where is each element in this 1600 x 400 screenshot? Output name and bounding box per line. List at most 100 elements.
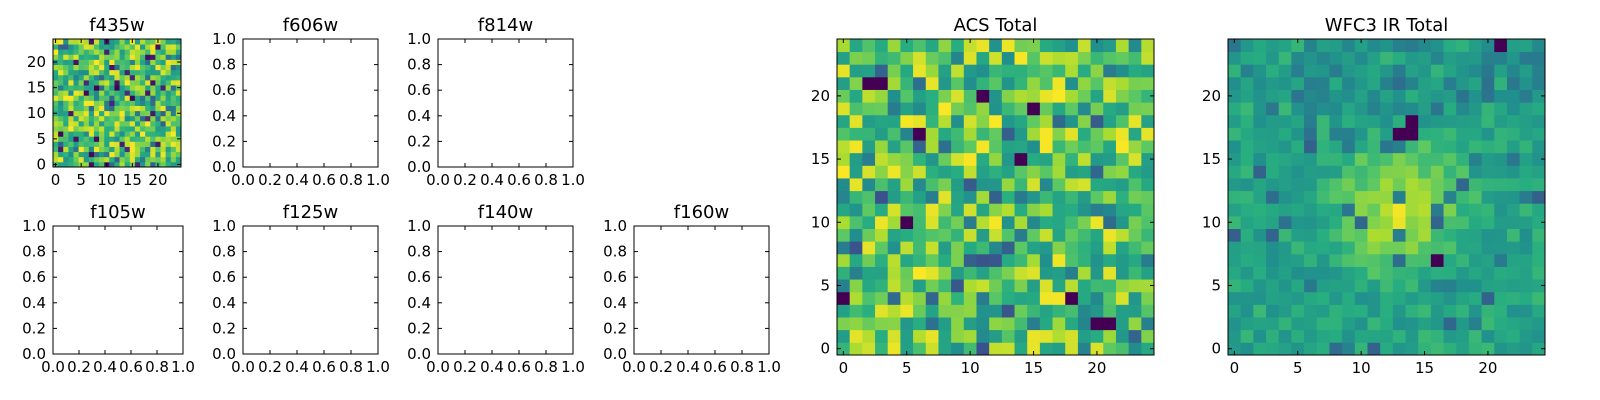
heatmap-cell xyxy=(1304,203,1318,217)
heatmap-cell xyxy=(1266,165,1280,179)
heatmap-cell xyxy=(175,151,182,158)
heatmap-cell xyxy=(976,64,990,78)
heatmap-cell xyxy=(989,152,1003,166)
heatmap-cell xyxy=(925,102,939,116)
heatmap-cell xyxy=(1532,178,1546,192)
heatmap-cell xyxy=(83,90,90,96)
heatmap-cell xyxy=(1291,165,1305,179)
heatmap-cell xyxy=(165,141,172,147)
heatmap-cell xyxy=(134,156,141,163)
heatmap-cell xyxy=(963,342,977,356)
heatmap-cell xyxy=(1304,241,1318,255)
heatmap-cell xyxy=(119,39,126,45)
heatmap-cell xyxy=(1354,203,1368,217)
heatmap-cell xyxy=(109,151,115,158)
heatmap-cell xyxy=(1039,279,1053,293)
heatmap-cell xyxy=(99,100,105,106)
heatmap-cell xyxy=(63,105,69,112)
heatmap-cell xyxy=(1291,178,1305,192)
heatmap-cell xyxy=(849,140,863,154)
heatmap-cell xyxy=(1430,342,1444,356)
heatmap-cell xyxy=(1141,317,1155,331)
heatmap-cell xyxy=(78,156,85,163)
heatmap-cell xyxy=(976,102,990,116)
heatmap-cell xyxy=(1405,241,1419,255)
heatmap-cell xyxy=(1141,76,1155,90)
heatmap-cell xyxy=(1253,64,1267,78)
heatmap-cell xyxy=(170,59,177,65)
heatmap-cell xyxy=(145,54,151,60)
heatmap-cell xyxy=(93,49,100,55)
heatmap-cell xyxy=(1443,178,1457,192)
heatmap-cell xyxy=(951,279,965,293)
y-tick-label: 20 xyxy=(811,87,830,105)
heatmap-cell xyxy=(134,161,141,168)
heatmap-cell xyxy=(134,64,141,71)
heatmap-cell xyxy=(1506,190,1521,204)
heatmap-cell xyxy=(976,228,990,242)
heatmap-cell xyxy=(124,95,131,101)
heatmap-cell xyxy=(1316,178,1330,192)
heatmap-cell xyxy=(93,126,100,132)
heatmap-cell xyxy=(99,161,105,168)
heatmap-cell xyxy=(1532,165,1546,179)
heatmap-cell xyxy=(1354,228,1368,242)
y-tick-label: 0 xyxy=(820,340,830,358)
heatmap-cell xyxy=(1405,317,1419,331)
heatmap-cell xyxy=(1115,102,1130,116)
heatmap-cell xyxy=(73,156,79,163)
heatmap-cell xyxy=(1468,165,1482,179)
heatmap-cell xyxy=(1519,266,1533,280)
heatmap-cell xyxy=(1052,215,1066,229)
heatmap-cell xyxy=(913,178,927,192)
heatmap-cell xyxy=(963,102,977,116)
heatmap-cell xyxy=(1090,64,1104,78)
heatmap-cell xyxy=(1481,253,1495,267)
heatmap-cell xyxy=(1443,291,1457,305)
heatmap-cell xyxy=(1228,178,1242,192)
heatmap-cell xyxy=(114,44,120,50)
heatmap-cell xyxy=(1354,317,1368,331)
heatmap-cell xyxy=(1481,178,1495,192)
heatmap-cell xyxy=(1329,317,1343,331)
x-tick-label: 10 xyxy=(961,359,980,377)
heatmap-cell xyxy=(1456,152,1470,166)
heatmap-cell xyxy=(175,156,182,163)
heatmap-cell xyxy=(73,151,79,158)
heatmap-cell xyxy=(1519,241,1533,255)
heatmap-cell xyxy=(1405,165,1419,179)
heatmap-cell xyxy=(1456,190,1470,204)
heatmap-cell xyxy=(145,64,151,71)
heatmap-cell xyxy=(1240,279,1254,293)
heatmap-cell xyxy=(1228,51,1242,65)
heatmap-cell xyxy=(1039,140,1053,154)
heatmap-cell xyxy=(1001,102,1015,116)
heatmap-cell xyxy=(1342,279,1356,293)
heatmap-cell xyxy=(140,141,146,147)
heatmap-cell xyxy=(1468,114,1482,128)
heatmap-cell xyxy=(1240,190,1254,204)
heatmap-cell xyxy=(1001,241,1015,255)
heatmap-cell xyxy=(109,90,115,96)
heatmap-cell xyxy=(951,178,965,192)
heatmap-cell xyxy=(1240,317,1254,331)
heatmap-cell xyxy=(73,131,79,137)
heatmap-cell xyxy=(887,165,901,179)
heatmap-cell xyxy=(1405,190,1419,204)
heatmap-cell xyxy=(1380,241,1394,255)
heatmap-cell xyxy=(1354,304,1368,318)
heatmap-cell xyxy=(155,95,161,101)
heatmap-cell xyxy=(160,161,167,168)
heatmap-cell xyxy=(887,140,901,154)
heatmap-cell xyxy=(1065,342,1079,356)
heatmap-cell xyxy=(119,156,126,163)
heatmap-cell xyxy=(1052,76,1066,90)
heatmap-cell xyxy=(1039,329,1053,343)
heatmap-cell xyxy=(1304,190,1318,204)
heatmap-cell xyxy=(88,39,95,45)
heatmap-cell xyxy=(862,291,876,305)
heatmap-cell xyxy=(849,203,863,217)
heatmap-cell xyxy=(849,304,863,318)
heatmap-cell xyxy=(1141,329,1155,343)
